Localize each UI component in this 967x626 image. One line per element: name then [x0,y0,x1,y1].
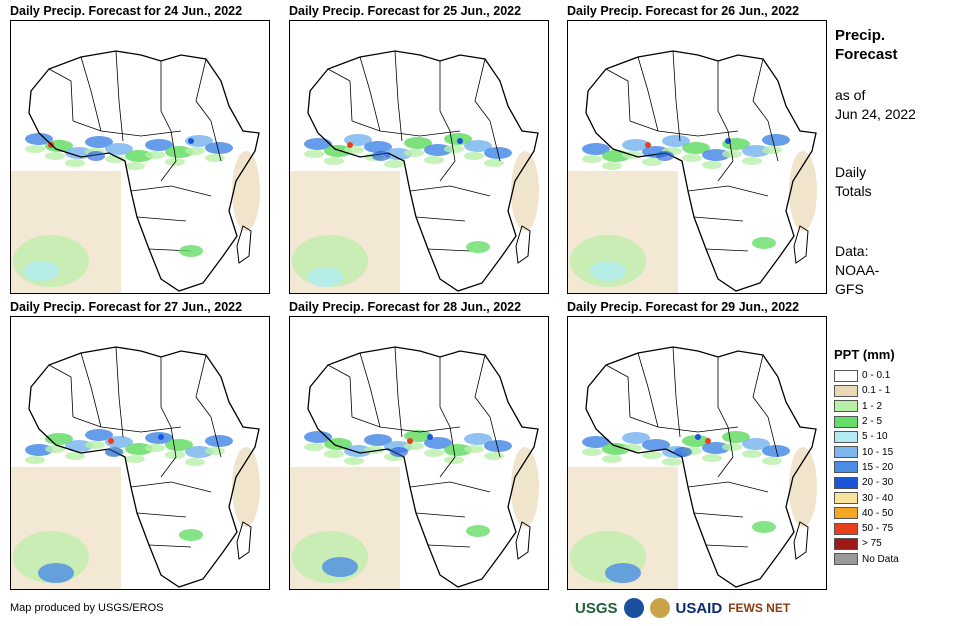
map-credit: Map produced by USGS/EROS [10,602,164,614]
legend-swatch [834,400,858,413]
legend-item: 5 - 10 [834,429,954,444]
legend-label: 15 - 20 [862,461,894,473]
panel-title: Daily Precip. Forecast for 28 Jun., 2022 [289,300,522,314]
fewsnet-logo: FEWS NET [728,601,791,615]
sidebar-asof: as of Jun 24, 2022 [835,86,916,124]
sidebar-title: Precip. Forecast [835,26,898,64]
africa-precip-map [290,21,548,293]
usgs-logo: USGS [575,599,618,617]
sidebar-asof-line2: Jun 24, 2022 [835,106,916,122]
legend-swatch [834,553,858,566]
doi-seal-icon [649,598,670,618]
africa-precip-map [290,317,548,589]
sidebar-totals-line1: Daily [835,164,867,180]
legend-swatch [834,369,858,382]
usaid-logo: USAID [675,599,723,617]
africa-precip-map [11,21,269,293]
legend-label: 0.1 - 1 [862,385,891,397]
legend-item: 40 - 50 [834,506,954,521]
legend-label: 5 - 10 [862,431,888,443]
map-frame [567,20,827,294]
legend-swatch [834,537,858,550]
legend-label: 40 - 50 [862,507,894,519]
legend-swatch [834,461,858,474]
sidebar-title-line1: Precip. [835,27,886,44]
sidebar-asof-line1: as of [835,87,866,103]
legend-item: 2 - 5 [834,414,954,429]
legend-label: 1 - 2 [862,400,883,412]
africa-precip-map [11,317,269,589]
legend-swatch [834,522,858,535]
legend-rows: 0 - 0.1 0.1 - 1 1 - 2 2 - 5 5 - 10 10 - 15 15 … [834,368,954,567]
legend-label: 30 - 40 [862,492,894,504]
legend-label: No Data [862,553,899,565]
legend-item: 50 - 75 [834,521,954,536]
sidebar-data-line2: NOAA- [835,262,880,278]
legend-item: 20 - 30 [834,475,954,490]
sidebar-totals: Daily Totals [835,163,872,201]
africa-precip-map [568,21,826,293]
legend-swatch [834,415,858,428]
legend-item: 1 - 2 [834,399,954,414]
sidebar-data-source: Data: NOAA- GFS [835,242,879,299]
legend-label: 10 - 15 [862,446,894,458]
legend-label: > 75 [862,538,882,550]
legend-item: > 75 [834,536,954,551]
logo-strip: USGS USAID FEWS NET [575,594,790,622]
legend-item: 15 - 20 [834,460,954,475]
legend-swatch [834,446,858,459]
sidebar-title-line2: Forecast [835,46,898,63]
legend-label: 2 - 5 [862,416,883,428]
panel-title: Daily Precip. Forecast for 24 Jun., 2022 [10,4,243,18]
africa-precip-map [568,317,826,589]
noaa-seal-icon [623,598,644,618]
panel-title: Daily Precip. Forecast for 27 Jun., 2022 [10,300,243,314]
legend-item: No Data [834,552,954,567]
legend-item: 30 - 40 [834,490,954,505]
legend-item: 0 - 0.1 [834,368,954,383]
map-frame [567,316,827,590]
map-frame [289,20,549,294]
legend-item: 10 - 15 [834,444,954,459]
sidebar-data-line1: Data: [835,243,869,259]
legend-swatch [834,384,858,397]
legend-item: 0.1 - 1 [834,383,954,398]
panel-title: Daily Precip. Forecast for 25 Jun., 2022 [289,4,522,18]
panel-title: Daily Precip. Forecast for 26 Jun., 2022 [567,4,800,18]
legend: PPT (mm) 0 - 0.1 0.1 - 1 1 - 2 2 - 5 5 - 10 1… [834,347,954,567]
legend-title: PPT (mm) [834,347,895,362]
legend-label: 20 - 30 [862,477,894,489]
map-frame [10,20,270,294]
legend-swatch [834,507,858,520]
map-frame [10,316,270,590]
legend-label: 50 - 75 [862,523,894,535]
legend-label: 0 - 0.1 [862,370,891,382]
sidebar-data-line3: GFS [835,281,864,297]
legend-swatch [834,476,858,489]
map-frame [289,316,549,590]
legend-swatch [834,492,858,505]
legend-swatch [834,430,858,443]
sidebar-totals-line2: Totals [835,183,872,199]
panel-title: Daily Precip. Forecast for 29 Jun., 2022 [567,300,800,314]
